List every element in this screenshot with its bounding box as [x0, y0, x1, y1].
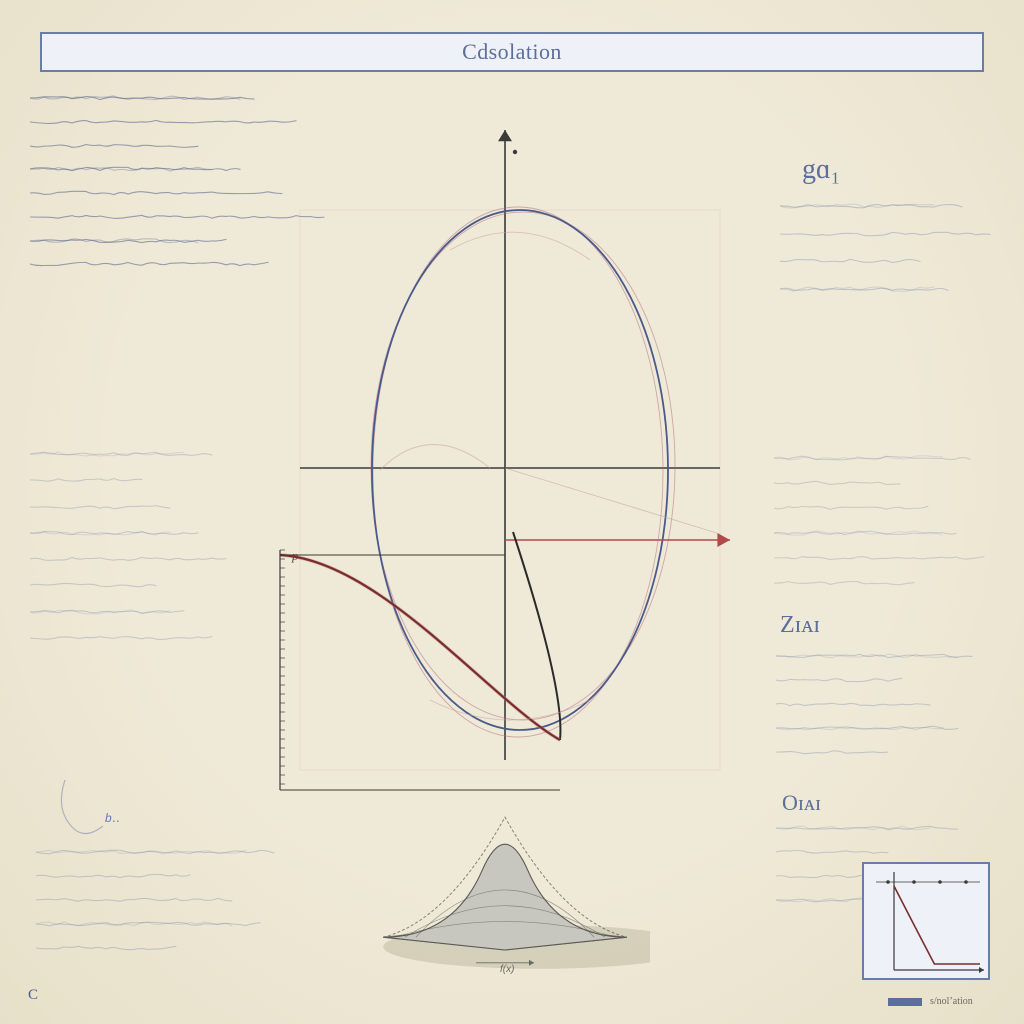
footer-left-label: C — [28, 987, 38, 1004]
surface-axis-label: f(x) — [500, 964, 514, 975]
footer-swatch — [888, 998, 922, 1006]
surface-3d — [360, 790, 650, 980]
svg-text:p: p — [291, 548, 299, 563]
footer-right-label: s/nolʼation — [930, 996, 973, 1007]
mini-graph — [862, 862, 990, 980]
